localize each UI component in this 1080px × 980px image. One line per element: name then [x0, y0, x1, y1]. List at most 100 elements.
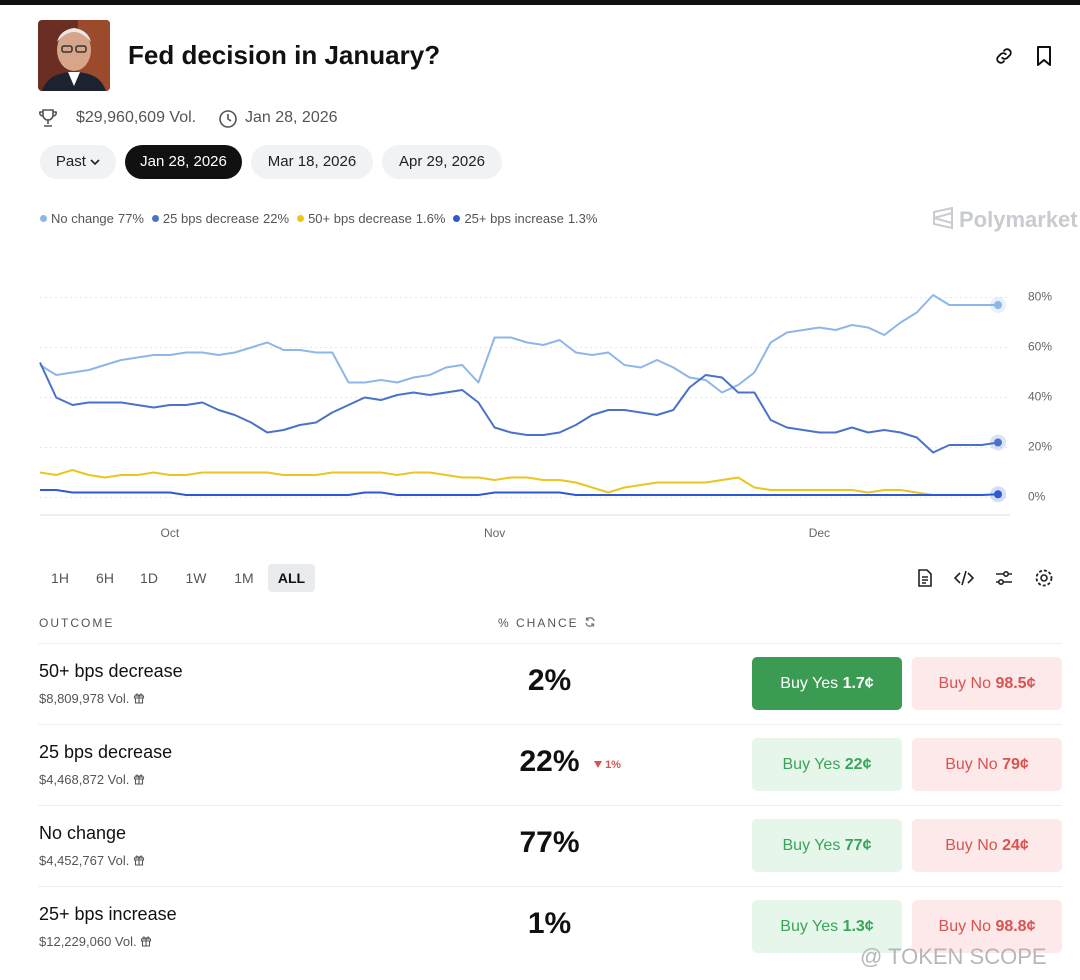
top-bar: [0, 0, 1080, 5]
button-price: 98.5¢: [995, 675, 1036, 692]
buy-no-button[interactable]: Buy No 79¢: [912, 738, 1062, 791]
settings-icon[interactable]: [1034, 568, 1054, 588]
outcome-chance: 1%: [527, 907, 572, 940]
tab-label: Past: [55, 153, 86, 170]
button-label: Buy Yes: [782, 837, 841, 854]
button-label: Buy No: [945, 837, 998, 854]
header-text: % CHANCE: [498, 616, 579, 630]
legend-item: 50+ bps decrease 1.6%: [297, 211, 445, 226]
legend-value: 77%: [117, 211, 144, 226]
button-price: 79¢: [1002, 756, 1029, 773]
outcome-volume: $4,468,872 Vol.: [39, 772, 145, 787]
outcome-volume: $4,452,767 Vol.: [39, 853, 145, 868]
outcome-chance: 2%: [527, 664, 572, 697]
button-label: Buy No: [938, 918, 991, 935]
refresh-icon[interactable]: [584, 616, 596, 628]
time-range[interactable]: 1M: [234, 570, 254, 586]
x-tick-label: Nov: [484, 526, 505, 540]
chevron-icon: [90, 159, 100, 166]
legend: No change 77% 25 bps decrease 22% 50+ bps de…: [40, 211, 597, 226]
volume-text: $4,468,872 Vol.: [39, 772, 130, 787]
end-dot: [994, 301, 1002, 309]
gift-icon: [141, 936, 152, 947]
brand-icon: [933, 206, 953, 230]
legend-name: 25+ bps increase: [464, 211, 564, 226]
end-halo: [990, 297, 1006, 313]
button-price: 1.7¢: [842, 675, 874, 692]
time-range[interactable]: 1D: [140, 570, 158, 586]
bookmark-icon[interactable]: [1034, 45, 1054, 67]
legend-value: 22%: [263, 211, 290, 226]
date-tab[interactable]: Mar 18, 2026: [251, 145, 373, 179]
y-tick-label: 80%: [1028, 290, 1052, 304]
y-tick-label: 20%: [1028, 440, 1052, 454]
date-tab[interactable]: Jan 28, 2026: [125, 145, 242, 179]
legend-dot: [453, 215, 461, 222]
down-arrow: [594, 761, 602, 768]
series-line: [39, 469, 934, 496]
volume-text: $12,229,060 Vol.: [39, 934, 137, 949]
legend-name: 25 bps decrease: [162, 211, 260, 226]
legend-value: 1.3%: [567, 211, 598, 226]
legend-item: 25+ bps increase 1.3%: [453, 211, 597, 226]
buy-no-button[interactable]: Buy No 98.5¢: [912, 657, 1062, 710]
buy-yes-button[interactable]: Buy Yes 77¢: [752, 819, 902, 872]
date-tab[interactable]: Apr 29, 2026: [382, 145, 502, 179]
legend-dot: [151, 215, 159, 222]
outcome-header: OUTCOME: [39, 616, 115, 630]
time-range[interactable]: 6H: [96, 570, 114, 586]
volume-text: $8,809,978 Vol.: [39, 691, 130, 706]
outcome-volume: $8,809,978 Vol.: [39, 691, 145, 706]
market-title: Fed decision in January?: [128, 40, 441, 70]
x-tick-label: Dec: [809, 526, 830, 540]
clock-icon: [219, 110, 237, 128]
chart: 0% 20% 40% 60% 80% Oct Nov Dec: [39, 290, 1052, 540]
legend-dot: [40, 215, 47, 222]
series-line: [40, 489, 999, 496]
time-range[interactable]: 1W: [185, 570, 207, 586]
button-label: Buy Yes: [780, 918, 839, 935]
legend-item: No change 77%: [40, 211, 144, 226]
buy-no-button[interactable]: Buy No 98.8¢: [912, 900, 1062, 953]
brand-logo: Polymarket: [931, 206, 1078, 233]
buy-yes-button[interactable]: Buy Yes 1.3¢: [752, 900, 902, 953]
change-text: 1%: [605, 759, 621, 771]
button-label: Buy Yes: [780, 675, 839, 692]
button-label: Buy No: [945, 756, 998, 773]
outcome-row: No change $4,452,767 Vol. 77% Buy Yes 77¢ B…: [38, 805, 1062, 886]
buy-yes-button[interactable]: Buy Yes 22¢: [752, 738, 902, 791]
button-price: 22¢: [844, 756, 872, 773]
outcome-row: 50+ bps decrease $8,809,978 Vol. 2% Buy Ye…: [38, 643, 1062, 724]
past-dropdown[interactable]: Past: [40, 145, 116, 179]
time-range[interactable]: 1H: [51, 570, 69, 586]
outcome-row: 25 bps decrease $4,468,872 Vol. 22% 1% Buy…: [38, 724, 1062, 805]
button-label: Buy Yes: [782, 756, 841, 773]
trophy-icon: [39, 109, 57, 127]
outcome-chance: 22%: [519, 745, 580, 778]
outcome-name: 25+ bps increase: [39, 904, 177, 924]
filter-icon[interactable]: [994, 568, 1014, 588]
market-image: [38, 20, 110, 91]
outcome-name: 50+ bps decrease: [39, 661, 183, 681]
legend-value: 1.6%: [415, 211, 446, 226]
buy-no-button[interactable]: Buy No 24¢: [912, 819, 1062, 872]
embed-icon[interactable]: [954, 568, 974, 588]
outcome-volume: $12,229,060 Vol.: [39, 934, 152, 949]
total-volume: $29,960,609 Vol.: [76, 109, 197, 126]
gift-icon: [133, 855, 145, 866]
series-line: [39, 294, 998, 394]
doc-icon[interactable]: [915, 568, 935, 588]
end-halo: [990, 486, 1006, 503]
legend-dot: [297, 215, 305, 222]
button-price: 1.3¢: [842, 918, 874, 935]
button-price: 24¢: [1002, 837, 1029, 854]
link-icon[interactable]: [993, 45, 1015, 67]
gift-icon: [133, 693, 145, 704]
button-price: 98.8¢: [995, 918, 1036, 935]
outcome-row: 25+ bps increase $12,229,060 Vol. 1% Buy Y…: [38, 886, 1062, 967]
x-tick-label: Oct: [161, 526, 180, 540]
buy-yes-button[interactable]: Buy Yes 1.7¢: [752, 657, 902, 710]
time-range[interactable]: ALL: [268, 564, 315, 592]
legend-item: 25 bps decrease 22%: [151, 211, 290, 226]
